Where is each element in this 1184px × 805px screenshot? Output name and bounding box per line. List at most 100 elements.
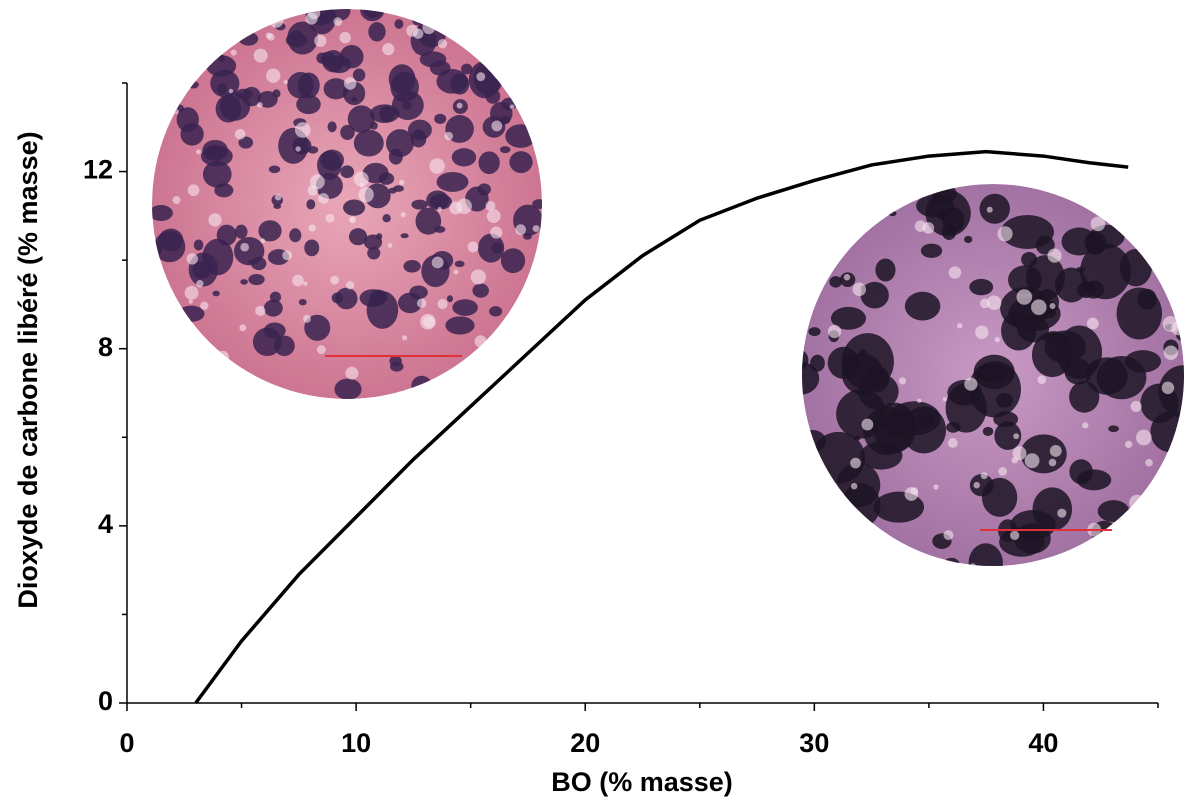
- speck: [470, 269, 486, 285]
- speck: [339, 31, 351, 44]
- pore: [864, 365, 890, 393]
- speck: [345, 366, 359, 380]
- speck: [980, 472, 988, 480]
- speck: [257, 102, 263, 108]
- speck: [1130, 400, 1142, 412]
- pore: [347, 105, 375, 133]
- pore: [1097, 500, 1130, 523]
- pore: [1008, 296, 1061, 332]
- pore: [296, 94, 321, 115]
- pore: [434, 113, 447, 124]
- pore: [888, 210, 897, 217]
- pore: [306, 199, 316, 210]
- speck: [850, 482, 858, 490]
- pore: [485, 88, 501, 104]
- speck: [1049, 303, 1056, 310]
- pore: [403, 260, 421, 273]
- pore: [1085, 357, 1128, 395]
- pore: [200, 145, 233, 167]
- speck: [382, 43, 395, 56]
- speck: [904, 487, 919, 501]
- speck: [316, 345, 326, 355]
- speck: [401, 335, 408, 341]
- pore: [454, 260, 465, 268]
- pore: [363, 234, 383, 250]
- speck: [474, 335, 487, 348]
- speck: [490, 226, 503, 239]
- speck: [1047, 248, 1062, 263]
- pore: [943, 557, 960, 566]
- pore: [979, 193, 1010, 224]
- pore: [452, 299, 478, 316]
- pore: [478, 151, 500, 175]
- pore: [1076, 266, 1086, 273]
- pore: [904, 291, 941, 321]
- speck: [349, 216, 355, 222]
- speck: [975, 325, 989, 340]
- pore: [273, 203, 282, 209]
- pore: [367, 246, 381, 260]
- pore: [247, 260, 255, 264]
- speck: [998, 467, 1007, 476]
- pore: [434, 226, 446, 233]
- pore: [152, 204, 173, 221]
- speck: [515, 224, 526, 236]
- pore: [932, 184, 957, 203]
- speck: [274, 193, 282, 201]
- speck: [1057, 508, 1067, 518]
- pore: [369, 104, 400, 123]
- pore: [322, 50, 345, 73]
- pore: [415, 207, 442, 235]
- pore: [1083, 280, 1105, 299]
- pore: [343, 199, 366, 216]
- speck: [1161, 381, 1175, 395]
- speck: [1145, 458, 1153, 467]
- speck: [933, 484, 939, 490]
- speck: [1086, 317, 1099, 330]
- speck: [948, 266, 962, 279]
- pore: [1064, 358, 1092, 385]
- speck: [942, 397, 947, 402]
- pore: [472, 283, 489, 298]
- pore: [202, 160, 232, 188]
- pore: [500, 248, 526, 274]
- pore: [445, 316, 475, 335]
- pore: [436, 172, 469, 192]
- pore: [352, 68, 366, 82]
- pore: [964, 235, 973, 244]
- speck: [343, 77, 357, 90]
- speck: [234, 128, 246, 140]
- speck: [255, 305, 266, 317]
- speck: [456, 198, 472, 215]
- pore: [859, 349, 867, 357]
- speck: [1011, 456, 1018, 464]
- speck: [330, 275, 340, 285]
- speck: [325, 213, 335, 223]
- pore: [810, 354, 825, 372]
- pore: [263, 299, 283, 317]
- pore: [215, 95, 242, 123]
- pore: [216, 224, 237, 246]
- pore: [919, 414, 935, 427]
- pore: [982, 426, 994, 436]
- pore: [836, 462, 881, 508]
- pore: [340, 165, 355, 179]
- speck: [1163, 345, 1179, 360]
- speck: [1124, 440, 1133, 449]
- speck: [861, 418, 874, 431]
- pore: [234, 224, 248, 239]
- speck: [260, 238, 266, 244]
- speck: [994, 336, 1000, 343]
- pore: [212, 290, 220, 297]
- pore: [327, 121, 337, 133]
- pore: [411, 199, 428, 210]
- pore: [353, 129, 384, 157]
- pore: [153, 231, 186, 263]
- speck: [437, 207, 442, 212]
- speck: [228, 88, 234, 94]
- speck: [184, 285, 199, 300]
- speck: [268, 13, 284, 28]
- pore: [152, 240, 163, 257]
- pore: [216, 83, 228, 95]
